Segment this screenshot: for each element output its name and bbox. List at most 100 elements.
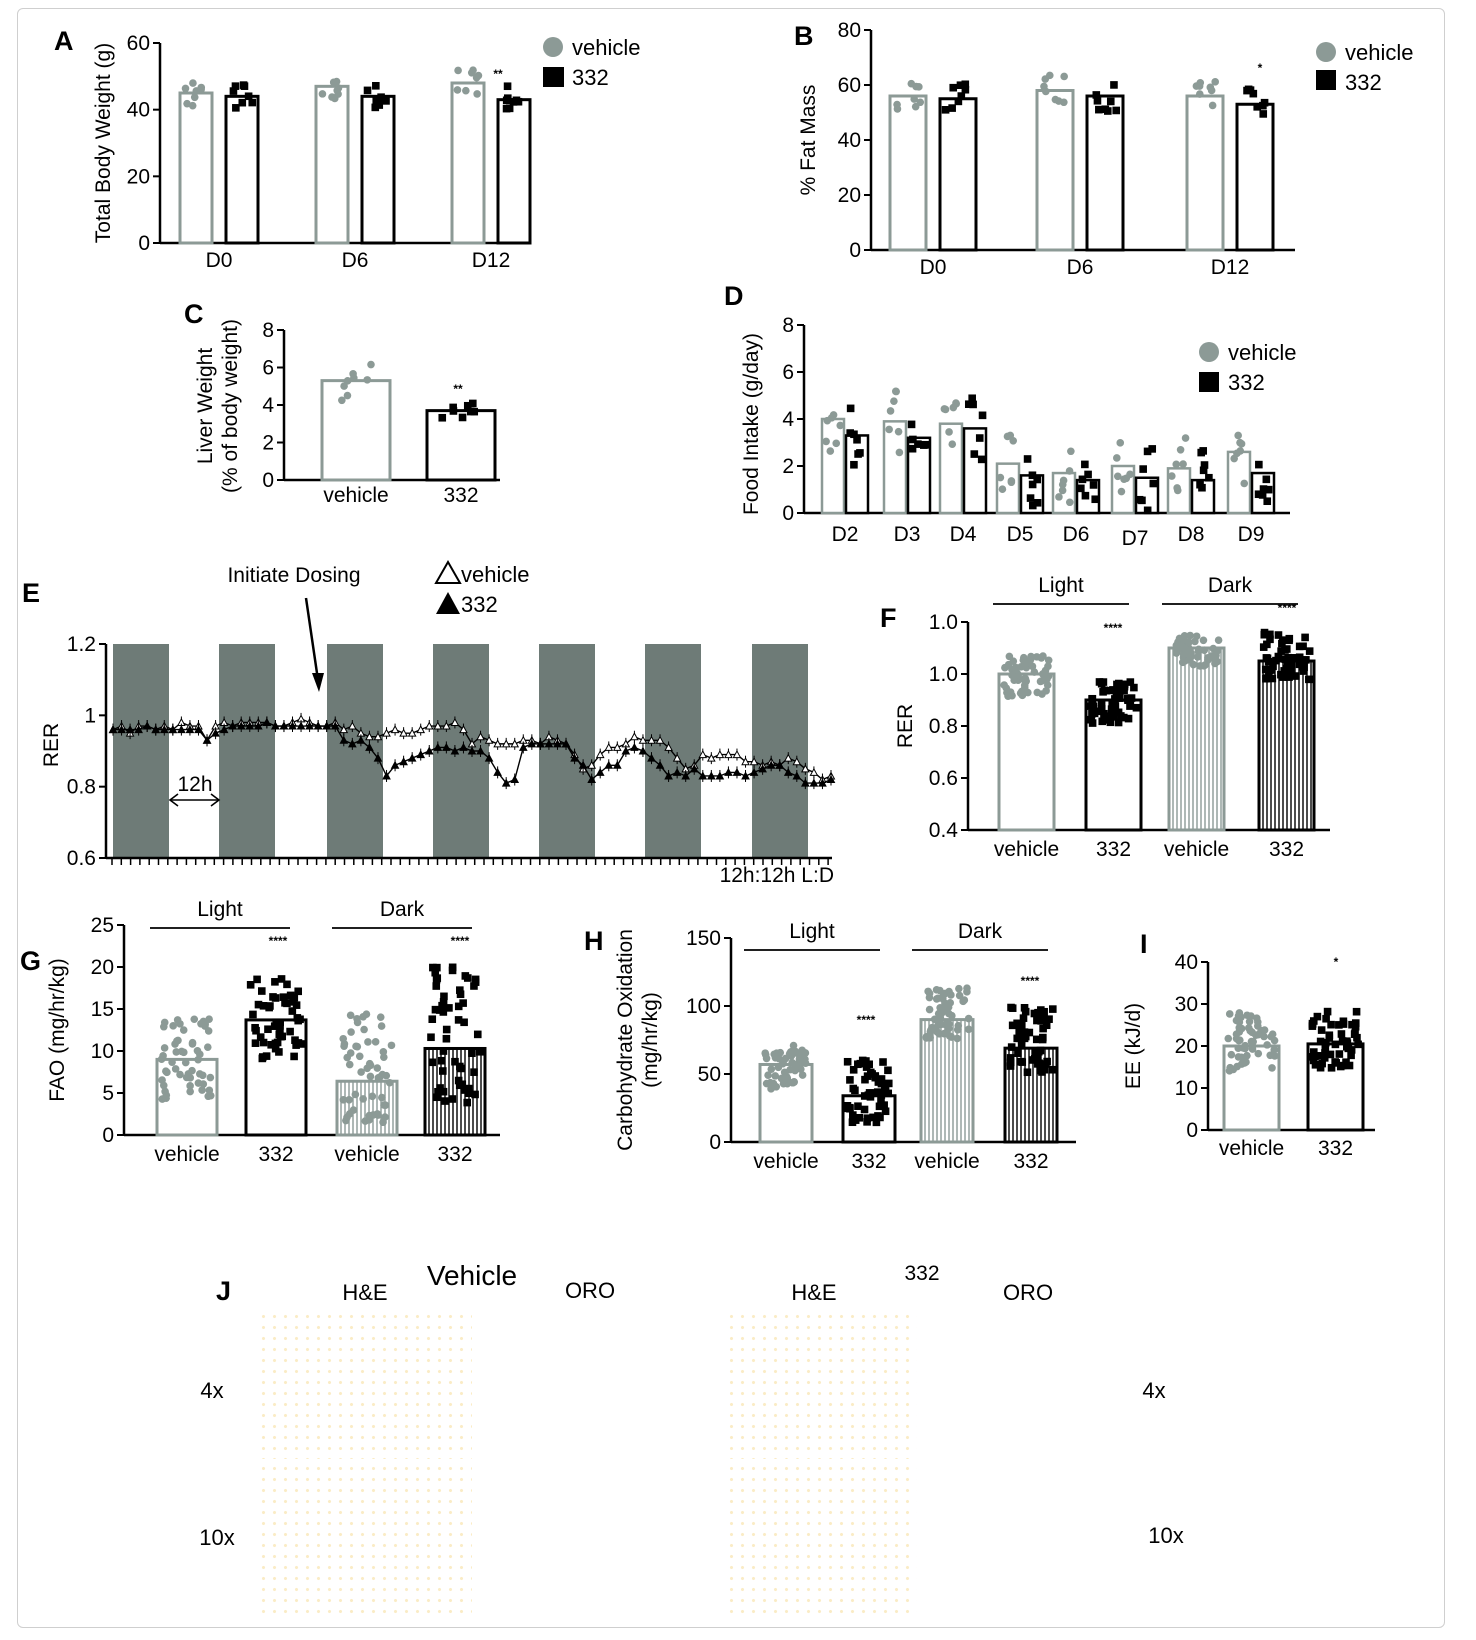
- significance-marker: **: [493, 67, 503, 81]
- data-point: [1260, 1032, 1268, 1041]
- y-tick-label: 6: [262, 357, 274, 380]
- data-point: [1292, 672, 1300, 680]
- data-point: [1241, 1041, 1249, 1050]
- data-point: [1120, 475, 1128, 484]
- data-point: [786, 1065, 794, 1074]
- data-point-332: [459, 742, 468, 751]
- data-point: [1313, 1012, 1322, 1021]
- data-point: [380, 1053, 388, 1061]
- data-point: [186, 1087, 194, 1096]
- data-point: [1263, 497, 1272, 506]
- data-point: [1038, 1035, 1047, 1044]
- data-point: [318, 90, 327, 98]
- data-point-332: [681, 771, 691, 780]
- data-point: [1192, 82, 1201, 90]
- data-point: [270, 1022, 279, 1030]
- data-point: [872, 1118, 881, 1127]
- data-point-332: [706, 771, 716, 780]
- data-point: [168, 1058, 176, 1066]
- data-point: [1243, 86, 1251, 95]
- data-point: [464, 1089, 473, 1097]
- data-point: [340, 1042, 348, 1050]
- data-point: [880, 1086, 889, 1095]
- data-point: [977, 455, 986, 464]
- data-point: [428, 1058, 437, 1067]
- data-point: [1033, 653, 1041, 661]
- data-point: [772, 1082, 781, 1091]
- legend-vehicle-marker-d: [1199, 342, 1219, 362]
- legend-332-e: 332: [461, 592, 498, 617]
- data-point: [1059, 476, 1068, 485]
- data-point: [1337, 1030, 1346, 1038]
- data-point: [1229, 1065, 1238, 1074]
- data-point: [865, 1089, 874, 1097]
- data-point-332: [339, 735, 349, 744]
- data-point-332: [236, 721, 246, 730]
- bar-dark-vehicle: [335, 1079, 399, 1137]
- data-point-332: [741, 771, 750, 780]
- data-point: [1042, 1021, 1051, 1030]
- data-point: [372, 96, 381, 105]
- data-point: [1347, 1046, 1356, 1054]
- data-point: [880, 1101, 888, 1109]
- data-point: [1295, 653, 1304, 662]
- data-point: [926, 1028, 935, 1036]
- data-point: [429, 963, 437, 972]
- dark-phase-band: [113, 644, 169, 858]
- data-point: [1274, 631, 1283, 639]
- data-point: [1236, 438, 1244, 447]
- data-point: [1092, 91, 1101, 99]
- data-point: [1199, 447, 1208, 455]
- data-point: [1309, 1055, 1318, 1063]
- data-point: [1168, 472, 1176, 480]
- data-point: [1095, 105, 1103, 114]
- data-point: [1120, 680, 1129, 689]
- data-point-332: [561, 739, 571, 748]
- y-tick-label: 5: [102, 1082, 114, 1105]
- data-point: [1308, 1022, 1317, 1030]
- data-point: [433, 974, 442, 982]
- data-point: [463, 1098, 472, 1107]
- data-point: [297, 1040, 306, 1048]
- data-point-vehicle: [638, 735, 648, 744]
- data-point: [171, 1065, 180, 1073]
- data-point: [1235, 1018, 1244, 1027]
- data-point: [1033, 475, 1042, 484]
- legend-vehicle-b: vehicle: [1345, 40, 1413, 65]
- data-point: [365, 1116, 373, 1124]
- data-point: [182, 1073, 191, 1082]
- data-point: [790, 1077, 798, 1086]
- data-point: [339, 1096, 348, 1104]
- data-point-vehicle: [365, 732, 374, 741]
- data-point: [771, 1053, 780, 1062]
- chart-h: 0 50 100 150 Carbohydrate Oxidation (mg/hr/kg…: [614, 920, 1076, 1173]
- data-point-332: [783, 767, 793, 776]
- data-point: [454, 66, 462, 75]
- data-point: [1003, 688, 1011, 697]
- data-point: [379, 96, 388, 105]
- data-point: [440, 992, 448, 1001]
- data-point: [470, 1068, 478, 1076]
- data-point: [244, 92, 253, 101]
- x-tick-label: vehicle: [753, 1150, 818, 1173]
- data-point-332: [416, 750, 426, 759]
- data-point: [1200, 646, 1209, 655]
- data-point: [1088, 695, 1096, 703]
- data-point-332: [612, 760, 622, 769]
- data-point: [797, 1065, 805, 1073]
- group-label-light: Light: [1038, 574, 1084, 597]
- data-point: [826, 447, 835, 455]
- data-point: [432, 982, 441, 990]
- data-point: [1179, 460, 1187, 468]
- data-point: [198, 1086, 206, 1094]
- data-point: [1109, 713, 1118, 721]
- data-point: [1117, 684, 1126, 693]
- histology-332-oro-4x: [923, 1311, 1113, 1459]
- data-point: [181, 84, 190, 93]
- data-point: [174, 1036, 182, 1045]
- legend-332-a: 332: [572, 65, 609, 90]
- data-point: [1017, 1036, 1026, 1044]
- data-point: [1299, 642, 1307, 651]
- data-point-332: [638, 746, 648, 755]
- data-point: [502, 96, 511, 105]
